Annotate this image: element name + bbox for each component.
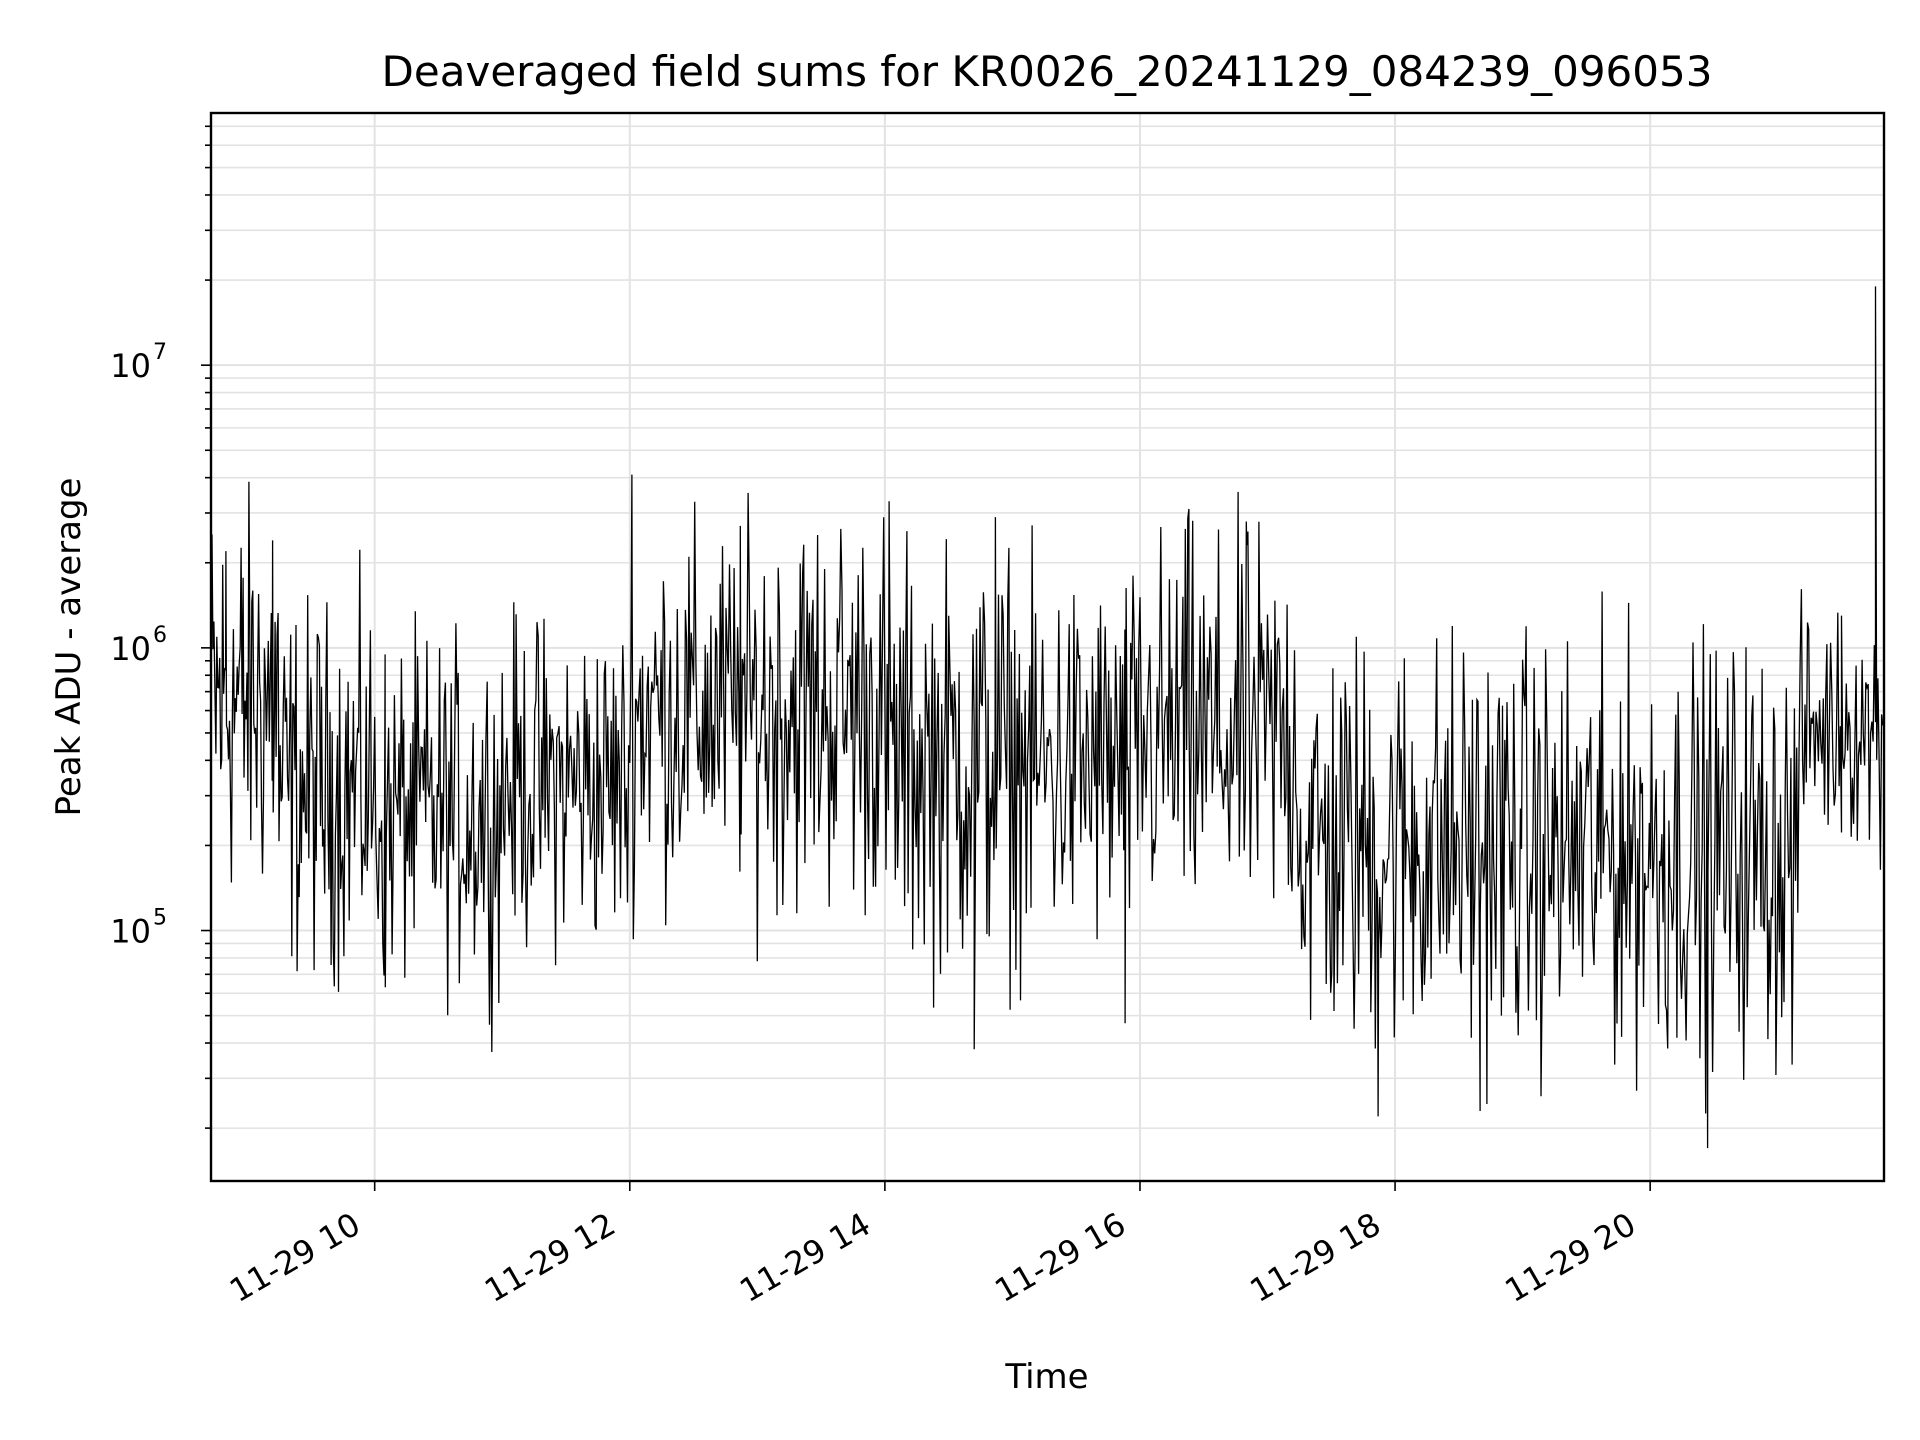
y-tick-label: 10	[110, 630, 151, 668]
y-tick-label: 10	[110, 347, 151, 385]
y-tick-exponent: 7	[153, 340, 167, 365]
y-tick-label: 10	[110, 913, 151, 951]
y-tick-exponent: 6	[153, 623, 167, 648]
x-axis-label: Time	[1004, 1357, 1088, 1397]
series-line	[210, 286, 1884, 1149]
y-tick-exponent: 5	[153, 906, 167, 931]
series-path	[210, 286, 1884, 1149]
plot-frame	[209, 111, 1886, 1183]
y-axis-label: Peak ADU - average	[49, 478, 89, 817]
chart-title: Deaveraged field sums for KR0026_2024112…	[382, 47, 1713, 96]
